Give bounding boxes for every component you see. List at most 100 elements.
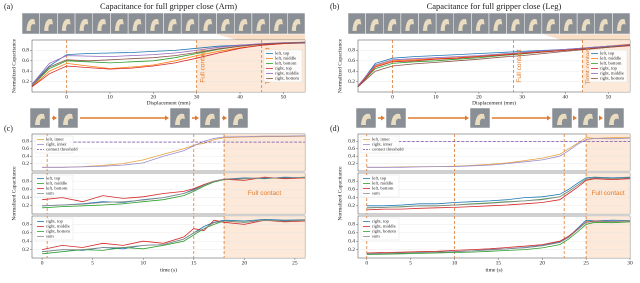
y-tick-label: 0.8 (348, 178, 355, 184)
legend-box (588, 49, 628, 83)
x-tick-label: 15 (191, 260, 197, 266)
legend-label: sum (372, 234, 380, 239)
x-tick-label: 40 (562, 94, 568, 100)
photo-object (167, 19, 177, 31)
series-line (357, 44, 631, 88)
legend-label: right, middle (372, 224, 396, 230)
x-axis-label: Displacement (mm) (147, 99, 191, 106)
photo-object (370, 19, 379, 31)
x-tick-label: 10 (433, 94, 439, 100)
photo-object (61, 19, 71, 31)
legend-label: right, top (372, 219, 390, 225)
photo-object (440, 19, 450, 31)
y-tick-label: 0.8 (348, 222, 355, 228)
photo-object (274, 19, 283, 31)
full-contact-region (224, 134, 305, 171)
y-tick-label: 0.2 (22, 203, 29, 209)
annotation: Full contact (591, 190, 624, 197)
legend-label: right, bottom (46, 229, 70, 235)
panel-label: (a) (4, 2, 13, 11)
x-tick-label: 0 (65, 94, 68, 100)
photo-object (609, 113, 619, 125)
y-tick-label: 0.2 (22, 161, 29, 167)
x-tick-label: 10 (452, 260, 458, 266)
y-tick-label: 0.8 (22, 178, 29, 184)
legend-box (360, 217, 400, 241)
y-tick-label: 0.6 (22, 230, 29, 236)
photo-object (175, 113, 185, 125)
panel-label: (d) (330, 124, 340, 133)
y-tick-label: 0.6 (22, 58, 29, 64)
y-tick-label: 0.2 (22, 247, 29, 253)
photo-object (422, 19, 432, 31)
legend-label: right, middle (275, 71, 299, 77)
y-axis-label: Normalized Capacitance (11, 38, 17, 93)
photo-object (583, 113, 593, 125)
legend-label: right, top (275, 66, 293, 72)
legend-box (34, 174, 74, 198)
series-line (357, 44, 631, 87)
panel-label: (b) (330, 2, 340, 11)
photo-object (44, 19, 53, 31)
legend-label: left, top (46, 176, 61, 182)
series-line (31, 42, 306, 88)
y-tick-label: 0.2 (348, 79, 355, 85)
x-tick-label: 0 (41, 260, 44, 266)
series-line (42, 177, 306, 207)
arrow-head (573, 115, 577, 121)
x-tick-label: 20 (540, 260, 546, 266)
arrow-head (53, 115, 57, 121)
x-tick-label: 30 (519, 94, 525, 100)
legend-label: left, middle (275, 56, 296, 62)
photo-object (256, 19, 266, 31)
x-tick-label: 20 (242, 260, 248, 266)
y-tick-label: 0.2 (348, 203, 355, 209)
x-axis-label: Displacement (mm) (472, 99, 516, 106)
photo-object (35, 113, 45, 125)
legend-label: right, middle (600, 71, 624, 77)
y-tick-label: 0.2 (348, 161, 355, 167)
series-line (366, 177, 631, 209)
legend-label: left, top (372, 176, 387, 182)
y-tick-label: 0.6 (22, 146, 29, 152)
y-tick-label: 0.4 (348, 68, 355, 74)
y-axis-label: Normalized Capacitance (11, 166, 17, 221)
series-line (31, 42, 306, 87)
legend-label: right, top (600, 66, 618, 72)
full-contact-region (224, 216, 305, 258)
arrow-head (465, 115, 469, 121)
legend-label: left, middle (372, 181, 393, 187)
zoom-fan (216, 34, 305, 40)
legend-box (34, 135, 74, 154)
arrow-head (547, 115, 551, 121)
annotation: Full contact (516, 49, 523, 82)
series-line (357, 45, 631, 88)
x-tick-label: 30 (194, 94, 200, 100)
x-axis-label: time (s) (486, 266, 503, 273)
x-tick-label: 10 (107, 94, 113, 100)
series-line (31, 41, 306, 85)
photo-object (132, 19, 142, 31)
legend-box (263, 49, 303, 83)
photo-object (493, 19, 503, 31)
photo-object (563, 19, 573, 31)
series-line (42, 135, 306, 168)
annotation: Full contact (199, 49, 206, 82)
legend-label: sum (46, 234, 54, 239)
y-tick-label: 0.8 (22, 48, 29, 54)
x-tick-label: 20 (151, 94, 157, 100)
legend-box (360, 174, 400, 198)
photo-object (203, 19, 213, 31)
legend-label: left, top (275, 51, 290, 57)
series-line (366, 220, 631, 255)
y-tick-label: 0.6 (348, 58, 355, 64)
photo-object (458, 19, 467, 31)
legend-label: contact threshold (46, 147, 78, 152)
photo-object (291, 19, 301, 31)
y-tick-label: 0.4 (22, 238, 29, 244)
x-tick-label: 50 (606, 94, 612, 100)
y-tick-label: 0.2 (22, 79, 29, 85)
legend-label: sum (46, 191, 54, 196)
y-tick-label: 0.4 (22, 153, 29, 159)
